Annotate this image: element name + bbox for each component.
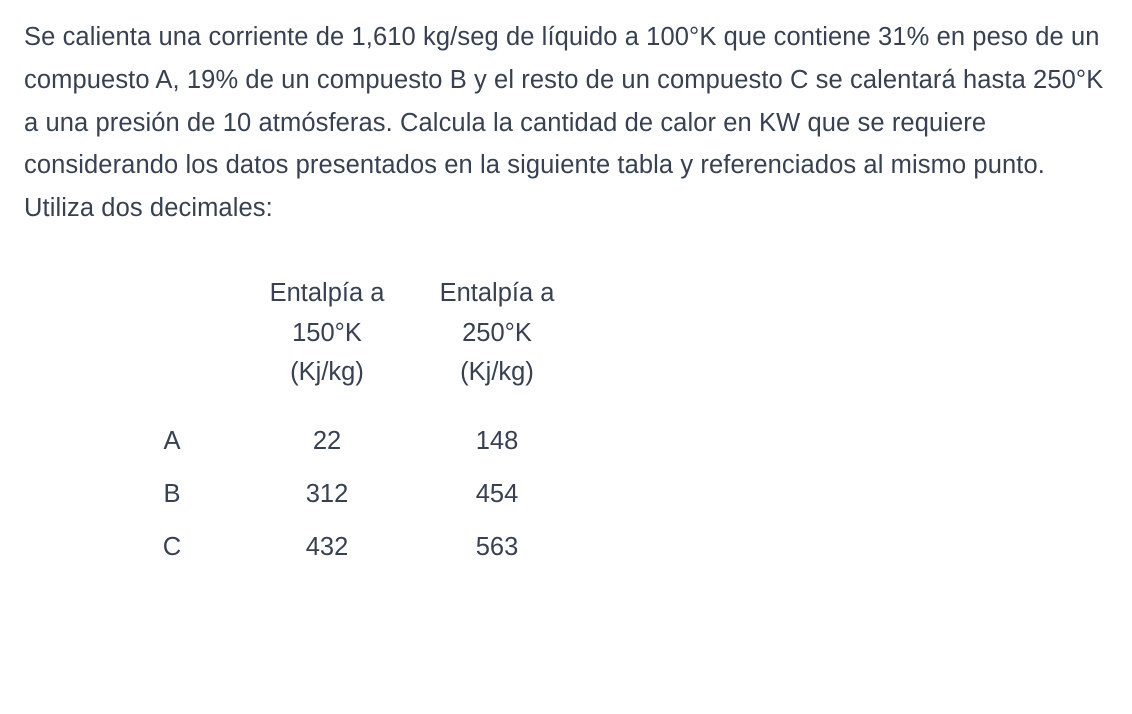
header-col1-line3: (Kj/kg) bbox=[242, 353, 412, 393]
header-col2-line3: (Kj/kg) bbox=[412, 353, 582, 393]
table-row: C 432 563 bbox=[102, 509, 582, 562]
header-col1-line2: 150°K bbox=[242, 314, 412, 354]
table-row: A 22 148 bbox=[102, 393, 582, 456]
row-label-c: C bbox=[102, 509, 242, 562]
problem-statement: Se calienta una corriente de 1,610 kg/se… bbox=[24, 16, 1108, 230]
row-label-a: A bbox=[102, 393, 242, 456]
row-label-b: B bbox=[102, 456, 242, 509]
table-header-col2: Entalpía a 250°K (Kj/kg) bbox=[412, 274, 582, 393]
table-header-row: Entalpía a 150°K (Kj/kg) Entalpía a 250°… bbox=[102, 274, 582, 393]
problem-container: Se calienta una corriente de 1,610 kg/se… bbox=[0, 0, 1132, 586]
cell-b-150k: 312 bbox=[242, 456, 412, 509]
enthalpy-table-wrap: Entalpía a 150°K (Kj/kg) Entalpía a 250°… bbox=[102, 274, 1108, 562]
table-header-col1: Entalpía a 150°K (Kj/kg) bbox=[242, 274, 412, 393]
header-col2-line2: 250°K bbox=[412, 314, 582, 354]
cell-c-150k: 432 bbox=[242, 509, 412, 562]
table-row: B 312 454 bbox=[102, 456, 582, 509]
enthalpy-table: Entalpía a 150°K (Kj/kg) Entalpía a 250°… bbox=[102, 274, 582, 562]
cell-b-250k: 454 bbox=[412, 456, 582, 509]
cell-a-150k: 22 bbox=[242, 393, 412, 456]
cell-c-250k: 563 bbox=[412, 509, 582, 562]
cell-a-250k: 148 bbox=[412, 393, 582, 456]
table-header-blank bbox=[102, 274, 242, 393]
header-col1-line1: Entalpía a bbox=[242, 274, 412, 314]
header-col2-line1: Entalpía a bbox=[412, 274, 582, 314]
